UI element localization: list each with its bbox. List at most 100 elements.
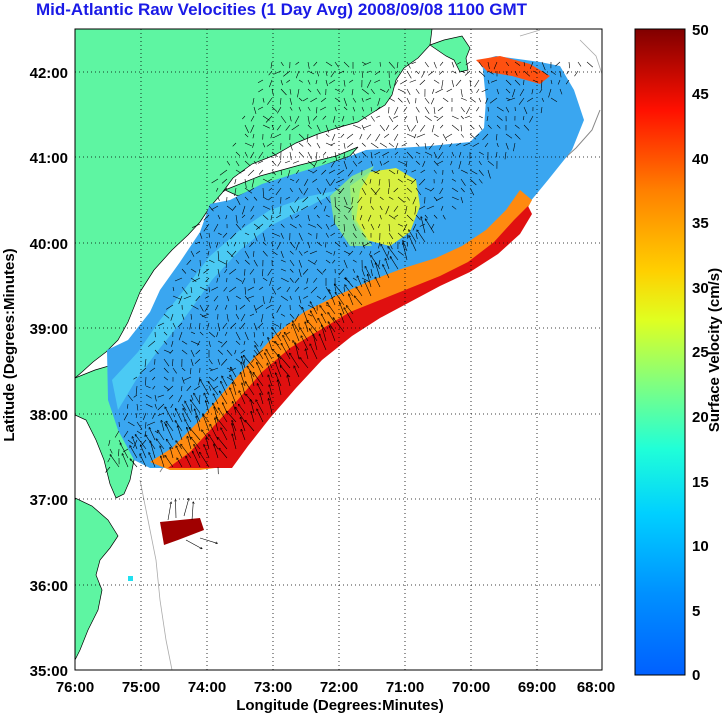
velocity-arrow <box>256 400 264 414</box>
velocity-arrow <box>433 196 438 201</box>
velocity-arrow <box>161 421 165 432</box>
velocity-arrow <box>396 169 399 174</box>
velocity-arrow <box>451 178 457 182</box>
velocity-arrow <box>190 340 200 345</box>
velocity-arrow <box>215 187 219 192</box>
velocity-arrow <box>271 250 278 256</box>
velocity-arrow <box>303 187 309 196</box>
velocity-arrow <box>297 88 300 98</box>
velocity-arrow <box>469 88 473 93</box>
velocity-arrow <box>167 502 171 521</box>
colorbar-tick-label: 30 <box>692 280 709 297</box>
velocity-arrow <box>344 308 354 324</box>
velocity-arrow <box>341 115 345 122</box>
velocity-arrow <box>298 232 303 241</box>
velocity-arrow <box>514 133 521 140</box>
velocity-arrow <box>127 403 129 409</box>
velocity-arrow <box>409 230 417 243</box>
velocity-arrow <box>343 286 345 292</box>
velocity-arrow <box>223 187 228 193</box>
velocity-arrow <box>190 358 194 367</box>
velocity-arrow <box>217 268 220 278</box>
velocity-arrow <box>265 115 273 123</box>
velocity-arrow <box>195 295 201 302</box>
colorbar-tick-label: 45 <box>692 86 709 103</box>
velocity-arrow <box>415 151 421 155</box>
velocity-arrow <box>388 169 396 175</box>
velocity-arrow <box>294 277 300 284</box>
velocity-arrow <box>214 376 219 381</box>
velocity-arrow <box>239 405 246 414</box>
velocity-arrow <box>523 124 530 131</box>
velocity-arrow <box>275 362 282 378</box>
velocity-arrow <box>271 286 277 295</box>
velocity-arrow <box>377 97 381 106</box>
velocity-arrow <box>215 304 219 311</box>
velocity-arrow <box>145 385 151 389</box>
velocity-arrow <box>307 70 315 75</box>
velocity-arrow <box>241 214 246 219</box>
velocity-arrow <box>206 438 210 450</box>
velocity-arrow <box>225 259 228 269</box>
velocity-arrow <box>330 232 336 237</box>
velocity-arrow <box>193 452 201 468</box>
velocity-arrow <box>221 382 228 396</box>
velocity-arrow <box>226 313 229 322</box>
velocity-arrow <box>332 259 336 264</box>
velocity-arrow <box>280 61 284 66</box>
velocity-arrow <box>365 97 372 101</box>
velocity-arrow <box>203 214 210 221</box>
velocity-arrow <box>289 268 294 273</box>
colorbar-tick-label: 15 <box>692 474 709 491</box>
velocity-arrow <box>191 502 193 521</box>
velocity-arrow <box>156 439 165 450</box>
velocity-arrow <box>309 250 318 255</box>
velocity-arrow <box>352 259 357 263</box>
y-tick-label: 37:00 <box>30 492 68 509</box>
velocity-arrow <box>460 106 465 113</box>
velocity-arrow <box>406 133 416 138</box>
velocity-arrow <box>192 223 201 228</box>
velocity-arrow <box>478 160 482 166</box>
velocity-arrow <box>284 160 291 164</box>
velocity-arrow <box>195 349 201 355</box>
velocity-arrow <box>181 412 186 420</box>
velocity-arrow <box>171 340 174 347</box>
velocity-arrow <box>229 322 237 329</box>
velocity-arrow <box>325 286 331 294</box>
velocity-arrow <box>284 333 291 342</box>
velocity-arrow <box>406 151 414 159</box>
velocity-arrow <box>379 196 384 200</box>
velocity-arrow <box>120 443 129 459</box>
velocity-arrow <box>186 456 192 468</box>
velocity-arrow <box>262 97 265 103</box>
velocity-arrow <box>170 403 174 408</box>
velocity-arrow <box>276 304 282 313</box>
y-tick-label: 38:00 <box>30 407 68 424</box>
velocity-arrow <box>247 295 255 299</box>
velocity-arrow <box>410 178 417 185</box>
velocity-arrow <box>487 169 491 179</box>
velocity-arrow <box>298 295 302 304</box>
velocity-arrow <box>370 160 373 166</box>
velocity-arrow <box>352 151 358 159</box>
velocity-arrow <box>255 346 264 360</box>
velocity-arrow <box>330 223 336 227</box>
velocity-arrow <box>283 70 291 77</box>
velocity-arrow <box>313 205 318 210</box>
velocity-arrow <box>313 61 318 67</box>
velocity-arrow <box>312 178 318 183</box>
velocity-arrow <box>189 322 192 330</box>
velocity-arrow <box>320 306 327 315</box>
velocity-arrow <box>280 97 282 105</box>
velocity-arrow <box>300 328 309 342</box>
velocity-arrow <box>419 79 426 86</box>
velocity-arrow <box>217 340 223 344</box>
velocity-arrow <box>234 178 237 185</box>
velocity-arrow <box>277 106 282 114</box>
velocity-arrow <box>207 250 210 256</box>
velocity-arrow <box>349 79 354 83</box>
velocity-arrow <box>361 241 365 249</box>
velocity-arrow <box>226 295 230 302</box>
